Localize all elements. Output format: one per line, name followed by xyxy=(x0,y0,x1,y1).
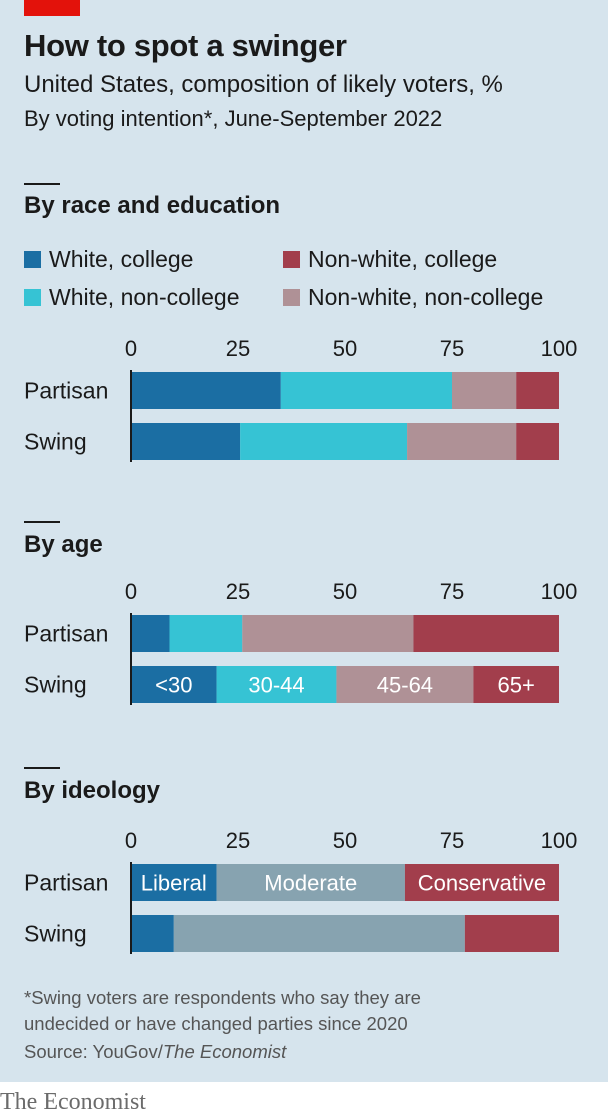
x-tick-label: 100 xyxy=(541,579,578,604)
source-publication: The Economist xyxy=(162,1041,287,1062)
series-label-moderate: Moderate xyxy=(264,871,357,896)
section-rule-ideology xyxy=(24,767,60,769)
legend-label: White, college xyxy=(49,246,194,272)
series-label-45-64: 45-64 xyxy=(377,673,433,698)
section-rule-age xyxy=(24,521,60,523)
x-tick-label: 25 xyxy=(226,579,250,604)
economist-wordmark: The Economist xyxy=(0,1089,146,1115)
x-tick-label: 0 xyxy=(125,828,137,853)
category-label-swing: Swing xyxy=(24,429,87,455)
bar-non-white-college-swing xyxy=(516,423,559,460)
series-label-liberal: Liberal xyxy=(141,871,207,896)
bar-white-college-swing xyxy=(131,423,241,460)
legend-item-white-college: White, college xyxy=(24,246,193,273)
chart-subtitle-detail: By voting intention*, June-September 202… xyxy=(24,106,443,131)
series-label-conservative: Conservative xyxy=(418,871,546,896)
bar-white-non-college-swing xyxy=(240,423,408,460)
bar-white-college-partisan xyxy=(131,372,281,409)
x-tick-label: 100 xyxy=(541,828,578,853)
category-label-partisan: Partisan xyxy=(24,621,108,647)
legend-item-nonwhite-college: Non-white, college xyxy=(283,246,497,273)
footnote-line: *Swing voters are respondents who say th… xyxy=(24,987,421,1008)
legend-swatch xyxy=(24,251,41,268)
bar-30-swing xyxy=(131,666,217,703)
series-label-65: 65+ xyxy=(498,673,535,698)
x-tick-label: 0 xyxy=(125,336,137,361)
source-note: Source: YouGov/The Economist xyxy=(24,1041,286,1063)
legend-item-nonwhite-noncollege: Non-white, non-college xyxy=(283,284,543,311)
section-title-age: By age xyxy=(24,531,103,558)
bar-white-non-college-partisan xyxy=(280,372,452,409)
bar-moderate-partisan xyxy=(216,864,405,901)
section-rule-race xyxy=(24,183,60,185)
bar-non-white-non-college-swing xyxy=(407,423,517,460)
section-title-race: By race and education xyxy=(24,192,281,219)
category-label-swing: Swing xyxy=(24,672,87,698)
x-tick-label: 75 xyxy=(440,828,464,853)
category-label-swing: Swing xyxy=(24,921,87,947)
chart-subtitle: United States, composition of likely vot… xyxy=(24,71,503,98)
footnote: *Swing voters are respondents who say th… xyxy=(24,985,421,1037)
chart-race-education: 0 25 50 75 100 Partisan Swing xyxy=(24,336,578,462)
bar-65-partisan xyxy=(413,615,559,652)
series-label-30: <30 xyxy=(155,673,192,698)
x-tick-label: 50 xyxy=(333,336,357,361)
legend-item-white-noncollege: White, non-college xyxy=(24,284,240,311)
bar-non-white-college-partisan xyxy=(516,372,559,409)
category-label-partisan: Partisan xyxy=(24,378,108,404)
bar-45-64-partisan xyxy=(242,615,414,652)
bar-65-swing xyxy=(473,666,559,703)
legend-swatch xyxy=(283,289,300,306)
chart-ideology: 0 25 50 75 100 Partisan Liberal Moderate Conserv… xyxy=(24,828,578,954)
bar-conservative-swing xyxy=(464,915,559,952)
x-tick-label: 100 xyxy=(541,336,578,361)
legend-label: White, non-college xyxy=(49,284,240,310)
bar-30-44-swing xyxy=(216,666,337,703)
bar-30-partisan xyxy=(131,615,170,652)
legend-label: Non-white, non-college xyxy=(308,284,544,310)
bar-non-white-non-college-partisan xyxy=(452,372,517,409)
bar-conservative-partisan xyxy=(404,864,559,901)
source-prefix: Source: YouGov/ xyxy=(24,1041,163,1062)
chart-title: How to spot a swinger xyxy=(24,28,347,63)
series-label-30-44: 30-44 xyxy=(248,673,304,698)
x-tick-label: 0 xyxy=(125,579,137,604)
economist-red-tag xyxy=(24,0,80,16)
chart-panel xyxy=(0,0,608,1082)
category-label-partisan: Partisan xyxy=(24,870,108,896)
x-tick-label: 75 xyxy=(440,579,464,604)
legend-label: Non-white, college xyxy=(308,246,498,272)
bar-liberal-partisan xyxy=(131,864,217,901)
x-tick-label: 75 xyxy=(440,336,464,361)
section-title-ideology: By ideology xyxy=(24,777,161,804)
x-tick-label: 25 xyxy=(226,336,250,361)
x-tick-label: 25 xyxy=(226,828,250,853)
bar-30-44-partisan xyxy=(169,615,243,652)
chart-age: 0 25 50 75 100 Partisan Swing <30 30-44 45-64 65+ xyxy=(24,579,578,705)
bar-liberal-swing xyxy=(131,915,174,952)
legend-swatch xyxy=(24,289,41,306)
x-tick-label: 50 xyxy=(333,579,357,604)
x-tick-label: 50 xyxy=(333,828,357,853)
legend-swatch xyxy=(283,251,300,268)
bar-45-64-swing xyxy=(336,666,474,703)
bar-moderate-swing xyxy=(173,915,465,952)
footnote-line: undecided or have changed parties since … xyxy=(24,1013,408,1034)
